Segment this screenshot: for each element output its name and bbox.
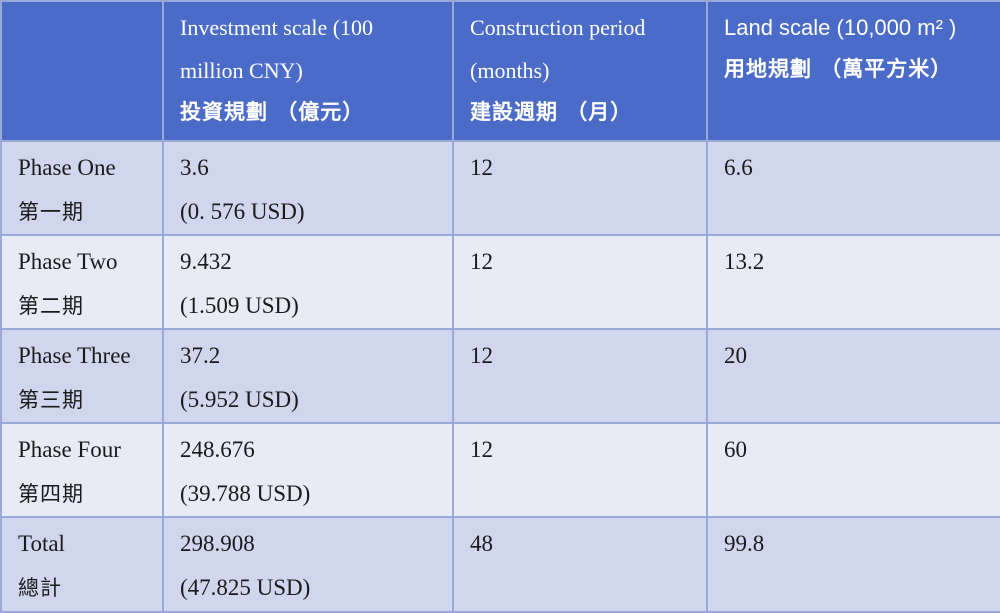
header-construction-period: Construction period (months) 建設週期 （月） [452, 0, 708, 142]
investment-usd: (39.788 USD) [180, 481, 311, 506]
phase-name-zh: 總計 [18, 576, 62, 600]
land-cell: 99.8 [706, 516, 1000, 613]
phase-cell: Total 總計 [0, 516, 164, 613]
table-row: Phase Two 第二期 9.432 (1.509 USD) 12 13.2 [0, 234, 1000, 330]
period-months: 12 [470, 343, 493, 368]
land-cell: 13.2 [706, 234, 1000, 330]
investment-cell: 37.2 (5.952 USD) [162, 328, 454, 424]
land-scale-value: 99.8 [724, 531, 765, 556]
investment-cell: 9.432 (1.509 USD) [162, 234, 454, 330]
period-cell: 12 [452, 234, 708, 330]
phase-name-zh: 第三期 [18, 388, 84, 412]
period-cell: 48 [452, 516, 708, 613]
land-cell: 20 [706, 328, 1000, 424]
phase-cell: Phase One 第一期 [0, 140, 164, 236]
investment-cell: 248.676 (39.788 USD) [162, 422, 454, 518]
land-scale-value: 60 [724, 437, 747, 462]
phase-name-en: Phase Four [18, 437, 121, 462]
header-investment-zh: 投資規劃 （億元） [180, 100, 365, 124]
land-scale-value: 6.6 [724, 155, 753, 180]
phase-name-en: Phase One [18, 155, 116, 180]
phase-cell: Phase Two 第二期 [0, 234, 164, 330]
phase-name-en: Total [18, 531, 65, 556]
table-row: Phase One 第一期 3.6 (0. 576 USD) 12 6.6 [0, 140, 1000, 236]
land-scale-value: 20 [724, 343, 747, 368]
land-scale-value: 13.2 [724, 249, 765, 274]
period-cell: 12 [452, 140, 708, 236]
header-investment-en: Investment scale (100 million CNY) [180, 15, 374, 83]
period-months: 48 [470, 531, 493, 556]
header-land-en: Land scale (10,000 m² ) [724, 15, 957, 40]
header-period-zh: 建設週期 （月） [470, 100, 633, 124]
phase-name-en: Phase Three [18, 343, 131, 368]
period-months: 12 [470, 437, 493, 462]
table-row: Phase Three 第三期 37.2 (5.952 USD) 12 20 [0, 328, 1000, 424]
phase-cell: Phase Four 第四期 [0, 422, 164, 518]
header-land-zh: 用地規劃 （萬平方米） [724, 57, 953, 81]
land-cell: 6.6 [706, 140, 1000, 236]
period-months: 12 [470, 249, 493, 274]
phase-name-en: Phase Two [18, 249, 118, 274]
phase-name-zh: 第一期 [18, 200, 84, 224]
phase-name-zh: 第四期 [18, 482, 84, 506]
investment-usd: (47.825 USD) [180, 575, 311, 600]
table-row: Phase Four 第四期 248.676 (39.788 USD) 12 6… [0, 422, 1000, 518]
phase-name-zh: 第二期 [18, 294, 84, 318]
header-corner-cell [0, 0, 164, 142]
investment-cell: 3.6 (0. 576 USD) [162, 140, 454, 236]
investment-usd: (0. 576 USD) [180, 199, 305, 224]
header-land-scale: Land scale (10,000 m² ) 用地規劃 （萬平方米） [706, 0, 1000, 142]
land-cell: 60 [706, 422, 1000, 518]
investment-cny: 37.2 [180, 343, 221, 368]
investment-usd: (5.952 USD) [180, 387, 299, 412]
header-row: Investment scale (100 million CNY) 投資規劃 … [0, 0, 1000, 142]
period-months: 12 [470, 155, 493, 180]
header-investment-scale: Investment scale (100 million CNY) 投資規劃 … [162, 0, 454, 142]
investment-cny: 248.676 [180, 437, 255, 462]
phase-cell: Phase Three 第三期 [0, 328, 164, 424]
investment-cny: 3.6 [180, 155, 209, 180]
header-period-en: Construction period (months) [470, 15, 646, 83]
period-cell: 12 [452, 328, 708, 424]
investment-cell: 298.908 (47.825 USD) [162, 516, 454, 613]
period-cell: 12 [452, 422, 708, 518]
investment-cny: 9.432 [180, 249, 232, 274]
table-row-total: Total 總計 298.908 (47.825 USD) 48 99.8 [0, 516, 1000, 613]
investment-cny: 298.908 [180, 531, 255, 556]
investment-usd: (1.509 USD) [180, 293, 299, 318]
